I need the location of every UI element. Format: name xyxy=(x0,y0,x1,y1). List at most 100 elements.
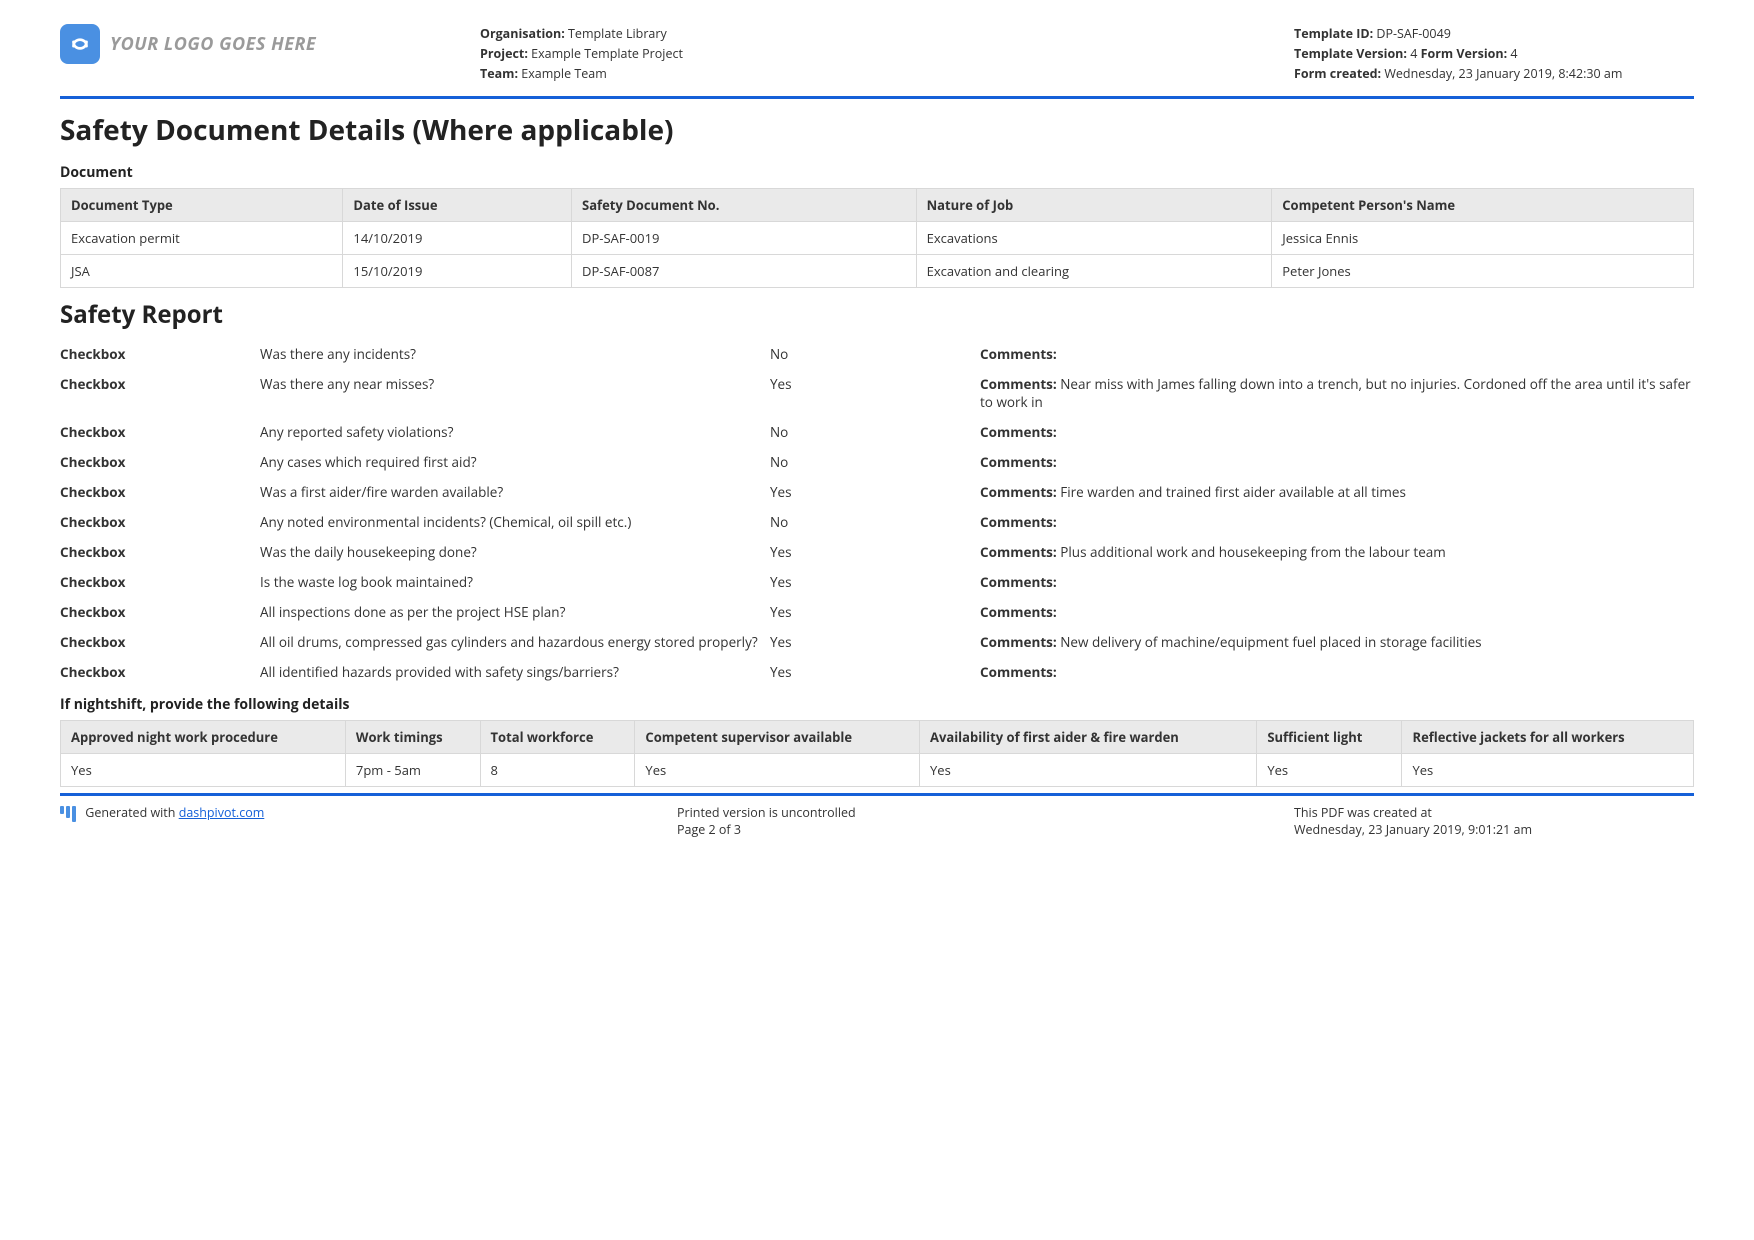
answer-text: Yes xyxy=(770,573,980,591)
checkbox-label: Checkbox xyxy=(60,573,260,591)
comments-label: Comments: xyxy=(980,453,1057,471)
question-text: Is the waste log book maintained? xyxy=(260,573,770,591)
table-cell: 7pm - 5am xyxy=(345,754,480,787)
org-value: Template Library xyxy=(565,25,667,42)
report-row: CheckboxIs the waste log book maintained… xyxy=(60,567,1694,597)
proj-label: Project: xyxy=(480,45,528,62)
question-text: Was there any near misses? xyxy=(260,375,770,411)
report-row: CheckboxAll inspections done as per the … xyxy=(60,597,1694,627)
comments-text: Fire warden and trained first aider avai… xyxy=(1057,483,1406,501)
answer-text: Yes xyxy=(770,543,980,561)
comments-label: Comments: xyxy=(980,375,1057,393)
comments-cell: Comments: New delivery of machine/equipm… xyxy=(980,633,1694,651)
checkbox-label: Checkbox xyxy=(60,423,260,441)
page-footer: Generated with dashpivot.com Printed ver… xyxy=(60,800,1694,838)
table-row: Yes7pm - 5am8YesYesYesYes xyxy=(61,754,1694,787)
answer-text: No xyxy=(770,513,980,531)
gen-link[interactable]: dashpivot.com xyxy=(179,804,265,821)
comments-cell: Comments: xyxy=(980,513,1694,531)
answer-text: Yes xyxy=(770,375,980,411)
table-cell: Yes xyxy=(920,754,1257,787)
table-cell: Yes xyxy=(61,754,346,787)
table-header: Safety Document No. xyxy=(572,189,917,222)
comments-cell: Comments: xyxy=(980,603,1694,621)
comments-text: New delivery of machine/equipment fuel p… xyxy=(1057,633,1482,651)
table-row: Excavation permit14/10/2019DP-SAF-0019Ex… xyxy=(61,222,1694,255)
question-text: All identified hazards provided with saf… xyxy=(260,663,770,681)
answer-text: Yes xyxy=(770,603,980,621)
table-header: Competent Person's Name xyxy=(1272,189,1694,222)
report-row: CheckboxAll oil drums, compressed gas cy… xyxy=(60,627,1694,657)
table-row: JSA15/10/2019DP-SAF-0087Excavation and c… xyxy=(61,255,1694,288)
comments-cell: Comments: xyxy=(980,423,1694,441)
table-header: Approved night work procedure xyxy=(61,721,346,754)
question-text: Any reported safety violations? xyxy=(260,423,770,441)
report-row: CheckboxAny reported safety violations?N… xyxy=(60,417,1694,447)
footer-mid: Printed version is uncontrolled Page 2 o… xyxy=(677,804,1294,838)
footer-divider xyxy=(60,793,1694,796)
question-text: Was a first aider/fire warden available? xyxy=(260,483,770,501)
document-table: Document TypeDate of IssueSafety Documen… xyxy=(60,188,1694,288)
footer-mid1: Printed version is uncontrolled xyxy=(677,804,1294,821)
report-row: CheckboxWas a first aider/fire warden av… xyxy=(60,477,1694,507)
answer-text: No xyxy=(770,345,980,363)
table-header: Sufficient light xyxy=(1257,721,1402,754)
checkbox-label: Checkbox xyxy=(60,345,260,363)
document-label: Document xyxy=(60,163,1694,182)
report-row: CheckboxWas there any near misses?YesCom… xyxy=(60,369,1694,417)
fc-label: Form created: xyxy=(1294,65,1381,82)
checkbox-label: Checkbox xyxy=(60,513,260,531)
question-text: Was the daily housekeeping done? xyxy=(260,543,770,561)
question-text: All inspections done as per the project … xyxy=(260,603,770,621)
question-text: Any cases which required first aid? xyxy=(260,453,770,471)
team-value: Example Team xyxy=(518,65,607,82)
comments-label: Comments: xyxy=(980,573,1057,591)
table-header: Work timings xyxy=(345,721,480,754)
checkbox-label: Checkbox xyxy=(60,543,260,561)
report-row: CheckboxAll identified hazards provided … xyxy=(60,657,1694,687)
proj-value: Example Template Project xyxy=(528,45,683,62)
table-header: Reflective jackets for all workers xyxy=(1402,721,1694,754)
comments-label: Comments: xyxy=(980,633,1057,651)
comments-label: Comments: xyxy=(980,513,1057,531)
table-header: Date of Issue xyxy=(343,189,572,222)
fv-label: Form Version: xyxy=(1421,45,1508,62)
answer-text: Yes xyxy=(770,633,980,651)
checkbox-label: Checkbox xyxy=(60,663,260,681)
logo-block: YOUR LOGO GOES HERE xyxy=(60,24,480,64)
question-text: Any noted environmental incidents? (Chem… xyxy=(260,513,770,531)
table-header: Total workforce xyxy=(480,721,635,754)
org-label: Organisation: xyxy=(480,25,565,42)
table-cell: Peter Jones xyxy=(1272,255,1694,288)
table-cell: Yes xyxy=(635,754,920,787)
table-header: Nature of Job xyxy=(916,189,1272,222)
comments-label: Comments: xyxy=(980,345,1057,363)
footer-logo-icon xyxy=(60,806,76,822)
table-cell: Yes xyxy=(1402,754,1694,787)
meta-col-1: Organisation: Template Library Project: … xyxy=(480,24,1294,84)
footer-right: This PDF was created at Wednesday, 23 Ja… xyxy=(1294,804,1694,838)
report-row: CheckboxAny noted environmental incident… xyxy=(60,507,1694,537)
comments-label: Comments: xyxy=(980,603,1057,621)
fc-value: Wednesday, 23 January 2019, 8:42:30 am xyxy=(1381,65,1622,82)
comments-text: Plus additional work and housekeeping fr… xyxy=(1057,543,1446,561)
meta-col-2: Template ID: DP-SAF-0049 Template Versio… xyxy=(1294,24,1694,84)
table-cell: DP-SAF-0019 xyxy=(572,222,917,255)
answer-text: No xyxy=(770,453,980,471)
logo-icon xyxy=(60,24,100,64)
answer-text: Yes xyxy=(770,663,980,681)
answer-text: Yes xyxy=(770,483,980,501)
table-cell: Excavation and clearing xyxy=(916,255,1272,288)
tid-value: DP-SAF-0049 xyxy=(1373,25,1451,42)
comments-label: Comments: xyxy=(980,543,1057,561)
gen-prefix: Generated with xyxy=(85,804,178,821)
table-header: Competent supervisor available xyxy=(635,721,920,754)
table-cell: Excavations xyxy=(916,222,1272,255)
table-cell: DP-SAF-0087 xyxy=(572,255,917,288)
tv-value: 4 xyxy=(1407,45,1421,62)
nightshift-label: If nightshift, provide the following det… xyxy=(60,695,1694,714)
table-cell: JSA xyxy=(61,255,343,288)
team-label: Team: xyxy=(480,65,518,82)
comments-label: Comments: xyxy=(980,483,1057,501)
comments-cell: Comments: xyxy=(980,453,1694,471)
